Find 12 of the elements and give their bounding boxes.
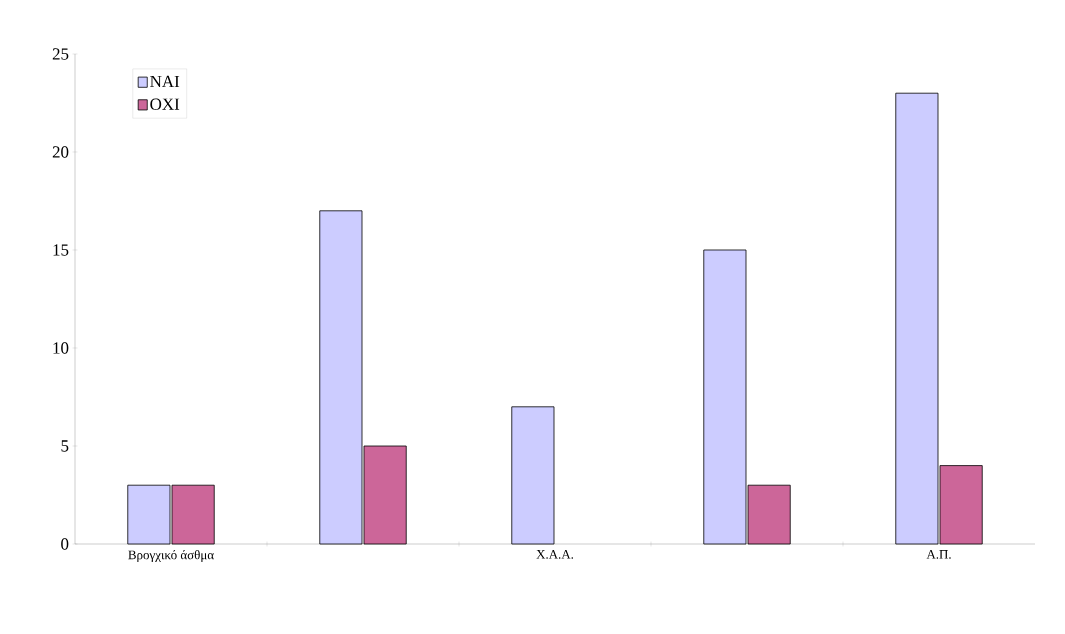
y-tick-label: 15 <box>53 244 69 256</box>
y-tick-label: 20 <box>52 146 69 158</box>
x-tick-label: Βρογχικό άσθμα <box>128 550 214 562</box>
y-tick-label: 0 <box>61 538 69 550</box>
legend-label: ΟΧΙ <box>150 98 180 110</box>
x-tick-label: Α.Π. <box>926 550 951 559</box>
bar <box>511 406 555 545</box>
legend-label: ΝΑΙ <box>150 75 180 88</box>
y-tick-label: 25 <box>52 48 69 60</box>
y-tick-label: 5 <box>61 440 69 452</box>
y-tick-label: 10 <box>53 342 69 354</box>
x-tick-label: Χ.Α.Α. <box>536 550 574 559</box>
